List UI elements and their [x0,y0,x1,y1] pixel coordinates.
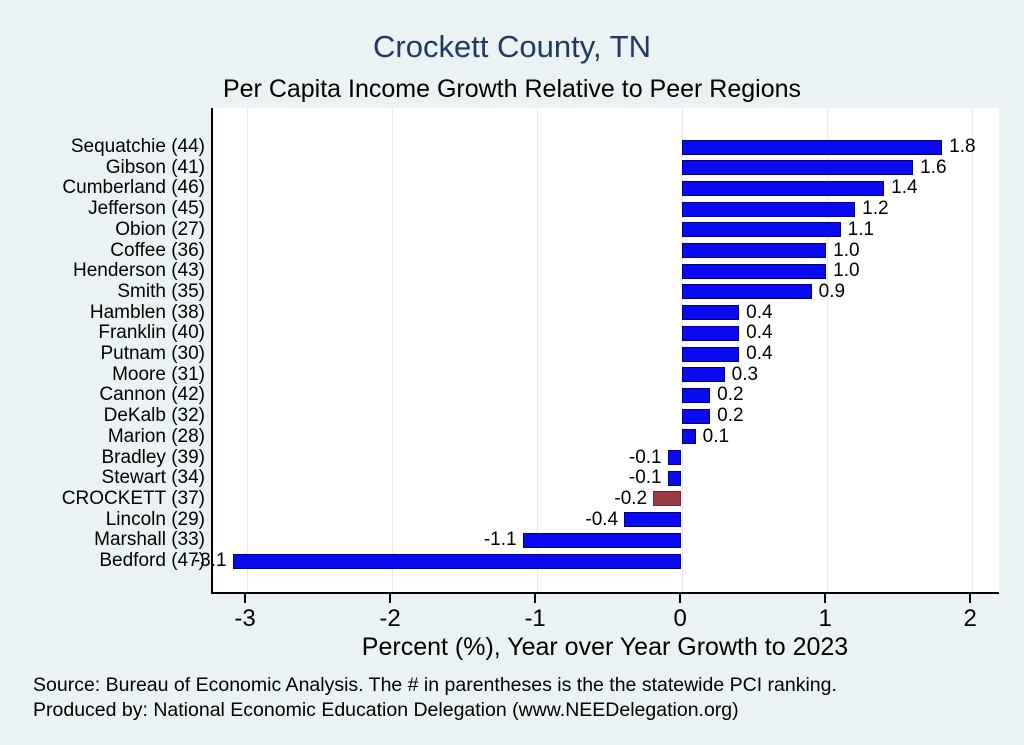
y-axis-labels: Sequatchie (44) Gibson (41) Cumberland (46… [0,108,205,592]
category-label: Gibson (41) [105,156,205,178]
gridline [536,108,538,592]
category-label: Marshall (33) [94,529,205,551]
bar [682,367,725,383]
category-label: Lincoln (29) [105,508,205,530]
category-label: Cannon (42) [99,384,205,406]
category-label: Obion (27) [115,218,205,240]
gridline [246,108,248,592]
value-label: -3.1 [193,550,227,571]
bar [522,532,682,548]
chart-title: Crockett County, TN [373,29,651,64]
category-label: Sequatchie (44) [70,136,205,157]
value-label: 0.4 [746,343,773,364]
tick-mark [534,594,537,603]
bar [682,325,740,341]
value-label: 0.4 [746,322,773,344]
x-axis: -3 -2 -1 0 1 2 [211,594,999,640]
value-label: 1.4 [891,177,918,199]
tick-mark [389,594,392,603]
category-label: Bedford (47) [99,550,205,571]
tick-mark [679,594,682,603]
category-label: Coffee (36) [110,239,205,261]
bar [682,305,740,321]
value-label: 1.0 [833,239,860,261]
gridline [391,108,393,592]
bar [682,139,943,155]
category-label: Marion (28) [107,425,205,447]
bar [682,408,711,424]
footer-produced-by-note: Produced by: National Economic Education… [33,698,739,721]
bar [682,429,696,445]
value-label: -0.1 [628,446,662,468]
value-label: 0.1 [702,425,730,447]
bar [624,512,682,528]
footer: Source: Bureau of Economic Analysis. The… [33,673,1013,722]
category-label: Franklin (40) [98,322,205,344]
value-label: -1.1 [483,529,517,551]
value-label: -0.2 [614,487,648,509]
bar [682,201,856,217]
bar [682,222,841,238]
value-label: 1.2 [862,198,889,220]
tick-label: 2 [963,605,977,632]
tick-mark [244,594,247,603]
value-label: 0.4 [746,301,773,323]
bar [682,243,827,258]
tick-label: 0 [673,605,687,632]
category-label: Henderson (43) [72,260,205,282]
footer-source-note: Source: Bureau of Economic Analysis. The… [33,674,837,696]
bar [682,284,812,300]
x-axis-title: Percent (%), Year over Year Growth to 20… [361,633,849,661]
value-label: 0.3 [731,363,759,385]
bar [682,263,827,279]
category-label: Stewart (34) [101,467,205,489]
bar [232,553,682,569]
bar [667,470,682,486]
category-label: Bradley (39) [101,446,206,468]
bar [682,346,740,362]
value-label: 0.9 [818,280,846,302]
gridline [826,108,828,592]
tick-label: 1 [818,605,832,632]
value-label: 0.2 [717,384,744,406]
bar [682,387,711,403]
value-label: -0.4 [585,508,619,530]
highlight-bar [653,491,682,507]
category-label: DeKalb (32) [103,405,205,427]
value-label: -0.1 [628,467,662,489]
value-label: 0.2 [717,405,744,427]
value-label: 1.1 [847,218,875,240]
value-label: 1.6 [920,156,947,178]
category-label: CROCKETT (37) [61,487,205,509]
tick-label: -1 [524,605,546,632]
plot-area: 1.8 1.6 1.4 1.2 1.1 1.0 1.0 0.9 0.4 0.4 0.4 0.3 0.2 0… [194,108,999,594]
category-label: Jefferson (45) [88,198,205,220]
bar [682,160,914,176]
bar [682,180,885,196]
category-label: Cumberland (46) [62,177,205,199]
gridline [971,108,973,592]
tick-mark [969,594,972,603]
tick-mark [824,594,827,603]
category-label: Hamblen (38) [89,301,205,323]
category-label: Putnam (30) [100,343,205,364]
category-label: Moore (31) [112,363,205,385]
category-label: Smith (35) [117,280,205,302]
tick-label: -3 [234,605,256,632]
chart-subtitle: Per Capita Income Growth Relative to Pee… [222,75,802,103]
value-label: 1.8 [949,136,976,157]
value-label: 1.0 [833,260,860,282]
tick-label: -2 [379,605,401,632]
bar [667,450,682,465]
